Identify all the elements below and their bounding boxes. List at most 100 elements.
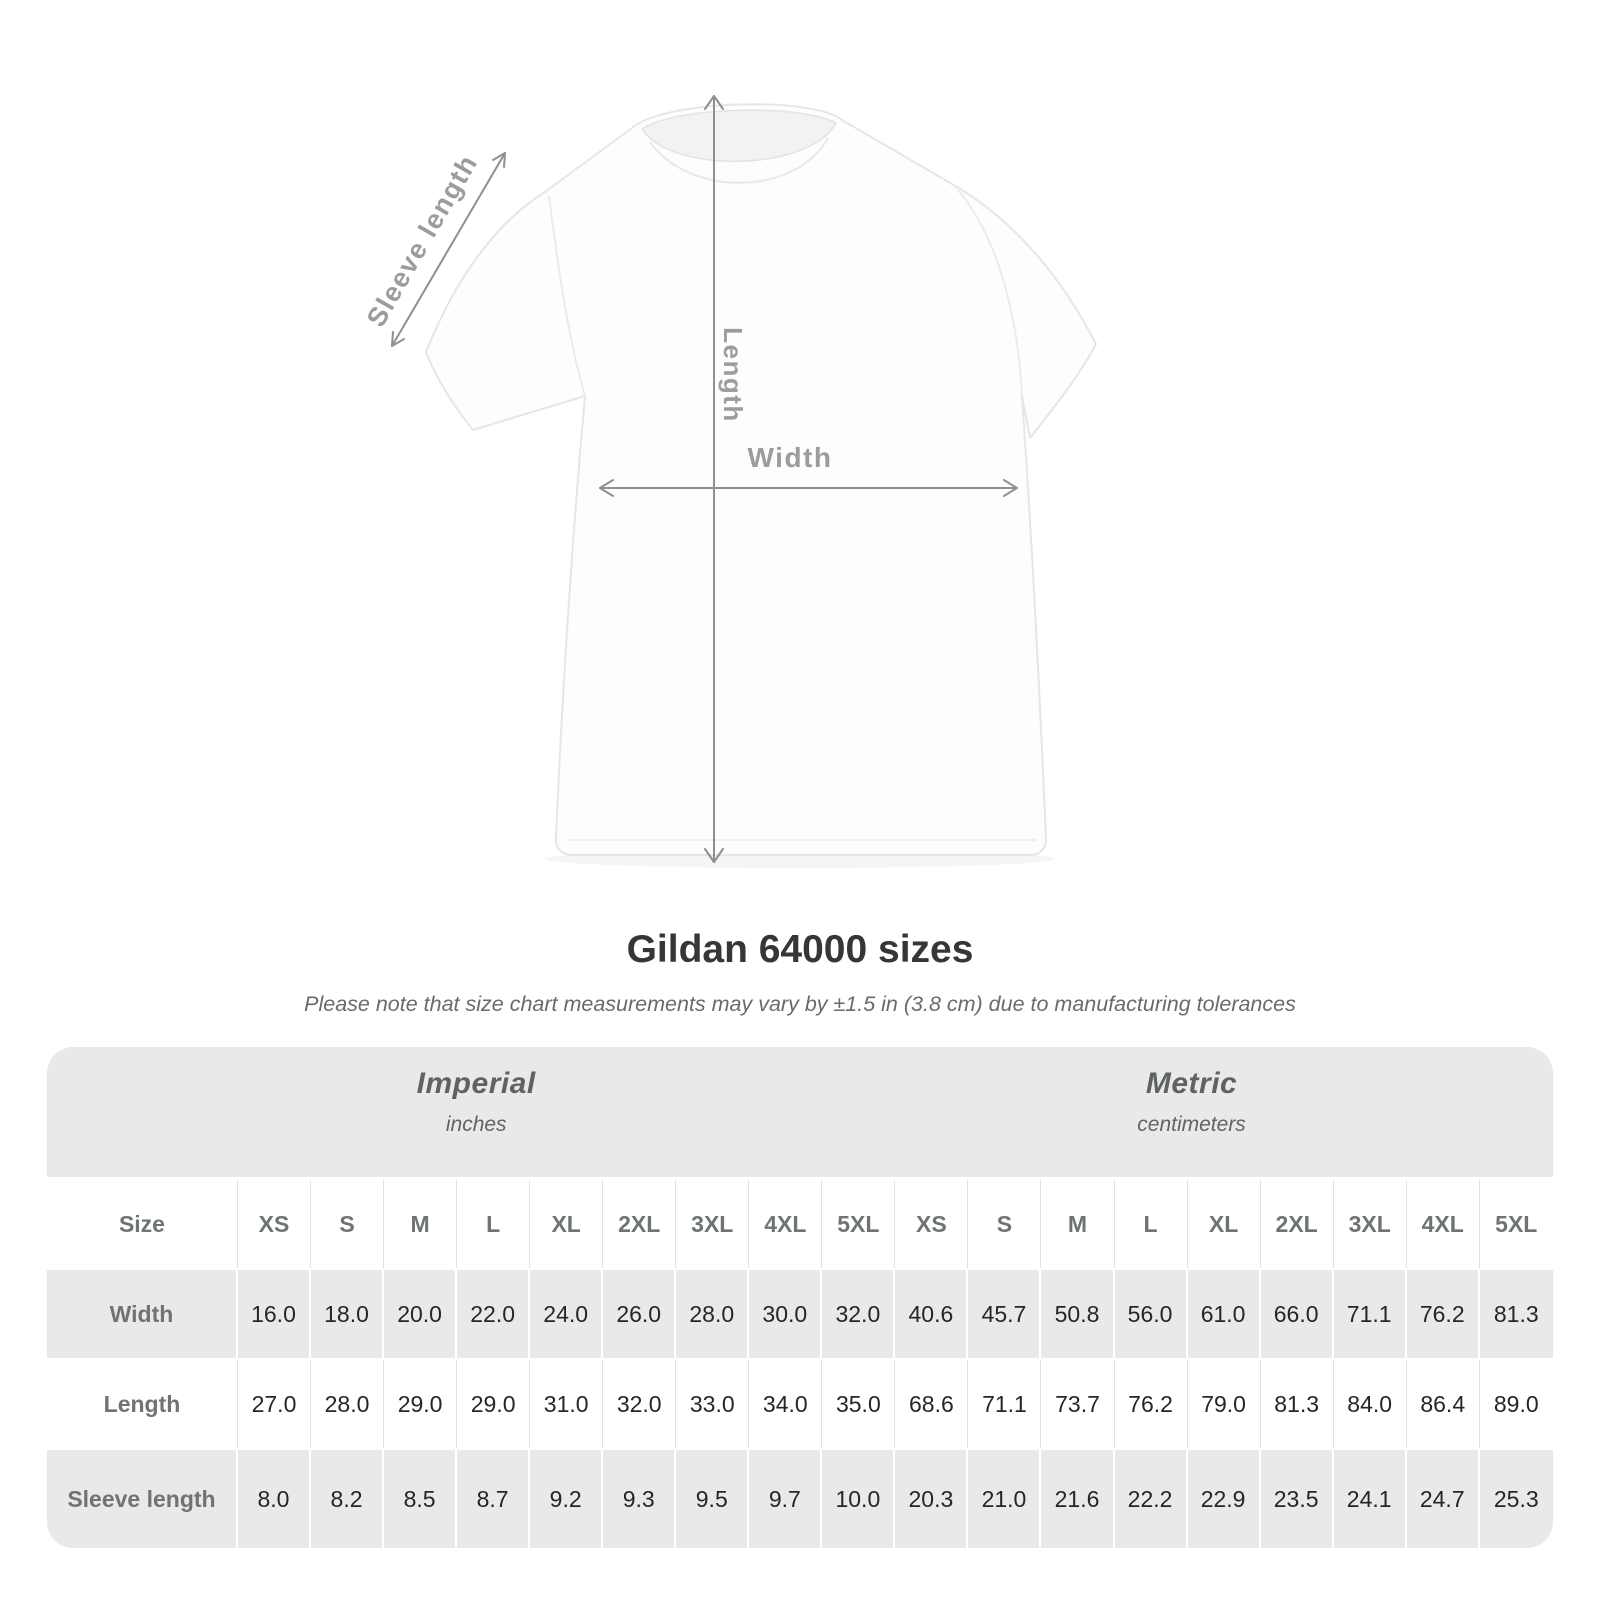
value-cell: 18.0 — [311, 1270, 385, 1358]
value-cell: 33.0 — [676, 1360, 750, 1448]
value-cell: 28.0 — [311, 1360, 385, 1448]
collar-seam — [649, 137, 829, 184]
value-cell: 61.0 — [1187, 1270, 1261, 1358]
value-cell: 20.3 — [895, 1450, 969, 1548]
value-cell: 56.0 — [1114, 1270, 1188, 1358]
page-title: Gildan 64000 sizes — [626, 928, 974, 971]
value-cell: 16.0 — [237, 1270, 311, 1358]
size-header-cell: 2XL — [1261, 1180, 1334, 1268]
value-cell: 84.0 — [1334, 1360, 1407, 1448]
value-cell: 35.0 — [822, 1360, 896, 1448]
value-cell: 81.3 — [1261, 1360, 1334, 1448]
value-cell: 9.5 — [676, 1450, 750, 1548]
value-cell: 40.6 — [895, 1270, 969, 1358]
value-cell: 73.7 — [1041, 1360, 1115, 1448]
table-row-sleeve-length: Sleeve length 8.0 8.2 8.5 8.7 9.2 9.3 9.… — [47, 1450, 1553, 1548]
value-cell: 22.2 — [1114, 1450, 1188, 1548]
metric-label: Metric — [1145, 1067, 1238, 1100]
value-cell: 76.2 — [1115, 1360, 1188, 1448]
table-row-width: Width 16.0 18.0 20.0 22.0 24.0 26.0 28.0… — [47, 1270, 1553, 1358]
value-cell: 22.9 — [1187, 1450, 1261, 1548]
row-label: Width — [47, 1270, 238, 1358]
right-sleeve-seam — [957, 189, 1023, 397]
value-cell: 30.0 — [749, 1270, 823, 1358]
value-cell: 76.2 — [1406, 1270, 1480, 1358]
length-arrow — [704, 95, 724, 863]
value-cell: 50.8 — [1041, 1270, 1115, 1358]
value-cell: 21.0 — [968, 1450, 1042, 1548]
size-header-cell: 5XL — [822, 1180, 896, 1268]
value-cell: 79.0 — [1188, 1360, 1261, 1448]
value-cell: 86.4 — [1407, 1360, 1480, 1448]
value-cell: 8.5 — [384, 1450, 458, 1548]
metric-sublabel: centimeters — [1137, 1113, 1246, 1136]
size-column-header: Size — [47, 1180, 238, 1268]
value-cell: 9.2 — [530, 1450, 604, 1548]
size-header-cell: L — [457, 1180, 531, 1268]
size-header-cell: M — [1041, 1180, 1115, 1268]
value-cell: 24.7 — [1406, 1450, 1480, 1548]
width-label: Width — [748, 442, 833, 473]
left-sleeve-seam — [548, 195, 586, 397]
unit-header-band: Imperial inches Metric centimeters — [47, 1047, 1553, 1177]
value-cell: 34.0 — [749, 1360, 823, 1448]
value-cell: 9.7 — [749, 1450, 823, 1548]
shirt-collar — [640, 109, 838, 162]
value-cell: 8.7 — [457, 1450, 531, 1548]
value-cell: 21.6 — [1041, 1450, 1115, 1548]
size-header-cell: 2XL — [603, 1180, 677, 1268]
value-cell: 24.0 — [530, 1270, 604, 1358]
size-header-cell: 4XL — [749, 1180, 823, 1268]
value-cell: 71.1 — [968, 1360, 1042, 1448]
imperial-sublabel: inches — [445, 1113, 507, 1136]
value-cell: 29.0 — [457, 1360, 531, 1448]
table-row-length: Length 27.0 28.0 29.0 29.0 31.0 32.0 33.… — [47, 1360, 1553, 1448]
value-cell: 66.0 — [1260, 1270, 1334, 1358]
value-cell: 10.0 — [822, 1450, 896, 1548]
tolerance-note: Please note that size chart measurements… — [304, 992, 1296, 1016]
size-header-cell: XL — [530, 1180, 604, 1268]
size-header-cell: S — [968, 1180, 1042, 1268]
size-header-cell: 3XL — [1334, 1180, 1407, 1268]
value-cell: 81.3 — [1479, 1270, 1553, 1358]
size-header-cell: 5XL — [1495, 1210, 1538, 1237]
imperial-unit-header: Imperial inches — [417, 1067, 536, 1137]
size-header-cell: XS — [895, 1180, 969, 1268]
value-cell: 23.5 — [1260, 1450, 1334, 1548]
width-arrow — [599, 479, 1018, 497]
value-cell: 29.0 — [384, 1360, 458, 1448]
value-cell: 24.1 — [1333, 1450, 1407, 1548]
value-cell: 22.0 — [457, 1270, 531, 1358]
value-cell: 32.0 — [822, 1270, 896, 1358]
value-cell: 26.0 — [603, 1270, 677, 1358]
size-header-cell: M — [384, 1180, 458, 1268]
value-cell: 32.0 — [603, 1360, 677, 1448]
value-cell: 28.0 — [676, 1270, 750, 1358]
size-header-cell: XS — [238, 1180, 311, 1268]
value-cell: 8.2 — [311, 1450, 385, 1548]
size-header-cell: 4XL — [1407, 1180, 1480, 1268]
size-chart-table: Imperial inches Metric centimeters Size … — [47, 1047, 1553, 1548]
sleeve-length-arrow — [391, 152, 506, 347]
value-cell: 31.0 — [530, 1360, 604, 1448]
value-cell: 27.0 — [238, 1360, 311, 1448]
size-header-row: Size XS S M L XL 2XL 3XL 4XL 5XL XS S M … — [47, 1180, 1553, 1268]
value-cell: 9.3 — [603, 1450, 677, 1548]
tshirt-graphic — [425, 103, 1097, 856]
value-cell: 8.0 — [237, 1450, 311, 1548]
row-label: Sleeve length — [47, 1450, 238, 1548]
metric-unit-header: Metric centimeters — [1137, 1067, 1246, 1137]
size-header-cell: 3XL — [676, 1180, 750, 1268]
length-label: Length — [718, 327, 748, 423]
value-cell: 71.1 — [1333, 1270, 1407, 1358]
value-cell: 45.7 — [968, 1270, 1042, 1358]
shirt-measurement-diagram: Sleeve length Length Width — [361, 95, 1097, 868]
size-header-cell: L — [1115, 1180, 1188, 1268]
imperial-label: Imperial — [416, 1067, 536, 1100]
value-cell: 89.0 — [1493, 1390, 1539, 1417]
row-label: Length — [47, 1360, 238, 1448]
value-cell: 25.3 — [1479, 1450, 1553, 1548]
value-cell: 20.0 — [384, 1270, 458, 1358]
value-cell: 68.6 — [895, 1360, 969, 1448]
